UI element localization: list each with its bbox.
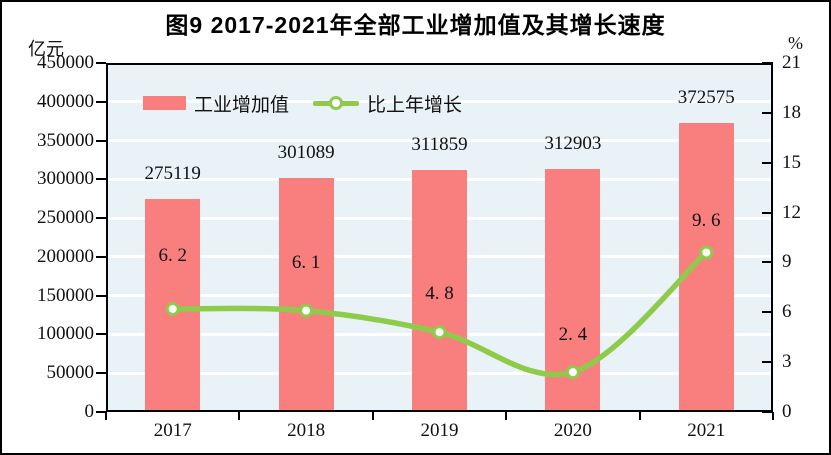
right-axis-tick <box>762 311 773 314</box>
right-axis-tick-label: 15 <box>782 151 801 173</box>
bar-value-label: 372575 <box>677 87 735 109</box>
x-axis-tick <box>371 412 374 420</box>
left-axis-tick <box>96 255 106 258</box>
x-axis-tick <box>772 412 774 420</box>
right-axis-unit: % <box>788 33 803 53</box>
x-axis-category-label: 2017 <box>153 420 192 441</box>
left-axis-tick <box>96 62 106 64</box>
line-marker-icon <box>165 301 180 316</box>
line-marker-icon <box>565 365 580 380</box>
right-axis-tick <box>762 62 773 64</box>
right-axis-tick-label: 21 <box>782 52 801 73</box>
gridline <box>106 139 773 143</box>
x-axis-tick <box>105 412 107 420</box>
x-axis-tick <box>638 412 641 420</box>
left-axis-tick-label: 250000 <box>37 207 94 229</box>
left-axis-tick <box>96 294 106 297</box>
left-axis-tick-label: 300000 <box>37 168 94 190</box>
growth-rate-label: 9. 6 <box>692 210 721 232</box>
right-axis-tick-label: 9 <box>782 251 792 273</box>
growth-rate-label: 6. 1 <box>291 251 321 273</box>
legend-bar-swatch-icon <box>143 96 186 110</box>
right-axis-tick <box>762 111 773 114</box>
plot-area: 275119 301089 311859 312903 372575 6. 2 6. 1 4.… <box>106 63 773 412</box>
legend-line-label: 比上年增长 <box>367 94 463 116</box>
left-axis-unit: 亿元 <box>28 39 64 59</box>
right-axis-tick-label: 12 <box>782 201 801 223</box>
line-marker-icon <box>699 245 714 260</box>
growth-line <box>165 245 714 380</box>
bar-value-label: 312903 <box>544 133 602 155</box>
legend: 工业增加值 比上年增长 <box>143 90 486 116</box>
bar-2018 <box>278 178 334 412</box>
bar-value-label: 311859 <box>411 134 468 156</box>
right-axis-tick-label: 0 <box>782 401 792 422</box>
growth-rate-label: 2. 4 <box>558 324 588 346</box>
left-axis-tick <box>96 100 106 103</box>
bar-value-label: 275119 <box>144 162 201 184</box>
legend-line-swatch-icon <box>313 96 360 110</box>
x-axis-tick <box>238 412 241 420</box>
left-axis-tick <box>96 178 106 181</box>
left-axis-tick-label: 200000 <box>37 245 94 267</box>
left-axis-tick <box>96 411 106 413</box>
right-axis-tick-label: 3 <box>782 351 792 373</box>
bar-value-label: 301089 <box>277 142 335 164</box>
x-axis-category-label: 2021 <box>687 420 726 441</box>
right-axis-tick <box>762 411 773 413</box>
left-axis-tick-label: 50000 <box>46 362 95 384</box>
left-axis-tick <box>96 333 106 336</box>
line-marker-icon <box>299 303 314 318</box>
bar-2019 <box>412 170 467 412</box>
x-axis-tick <box>505 412 508 420</box>
x-axis-category-label: 2018 <box>287 420 326 441</box>
left-axis-tick <box>96 372 106 375</box>
right-axis-tick-label: 6 <box>782 301 792 323</box>
left-axis-tick-label: 0 <box>84 401 95 422</box>
gridline <box>106 100 773 104</box>
left-axis-tick-label: 350000 <box>37 129 94 151</box>
x-axis-category-label: 2020 <box>553 420 592 441</box>
legend-line-marker-icon <box>329 96 344 110</box>
right-axis-tick <box>762 261 773 264</box>
x-axis-category-label: 2019 <box>420 420 459 441</box>
line-marker-icon <box>432 325 447 340</box>
right-axis-tick-label: 18 <box>782 101 801 123</box>
left-axis-tick-label: 150000 <box>37 284 94 306</box>
right-axis-tick <box>762 161 773 164</box>
right-axis-tick <box>762 361 773 364</box>
left-axis-tick <box>96 139 106 142</box>
right-axis-tick <box>762 211 773 214</box>
growth-rate-label: 6. 2 <box>158 244 187 266</box>
left-axis-tick-label: 450000 <box>37 52 94 73</box>
legend-bar-label: 工业增加值 <box>194 94 290 116</box>
left-axis-tick <box>96 217 106 220</box>
growth-rate-label: 4. 8 <box>425 283 454 305</box>
left-axis-tick-label: 400000 <box>37 90 94 112</box>
chart-title: 图9 2017-2021年全部工业增加值及其增长速度 <box>165 12 666 38</box>
left-axis-tick-label: 100000 <box>37 323 94 345</box>
